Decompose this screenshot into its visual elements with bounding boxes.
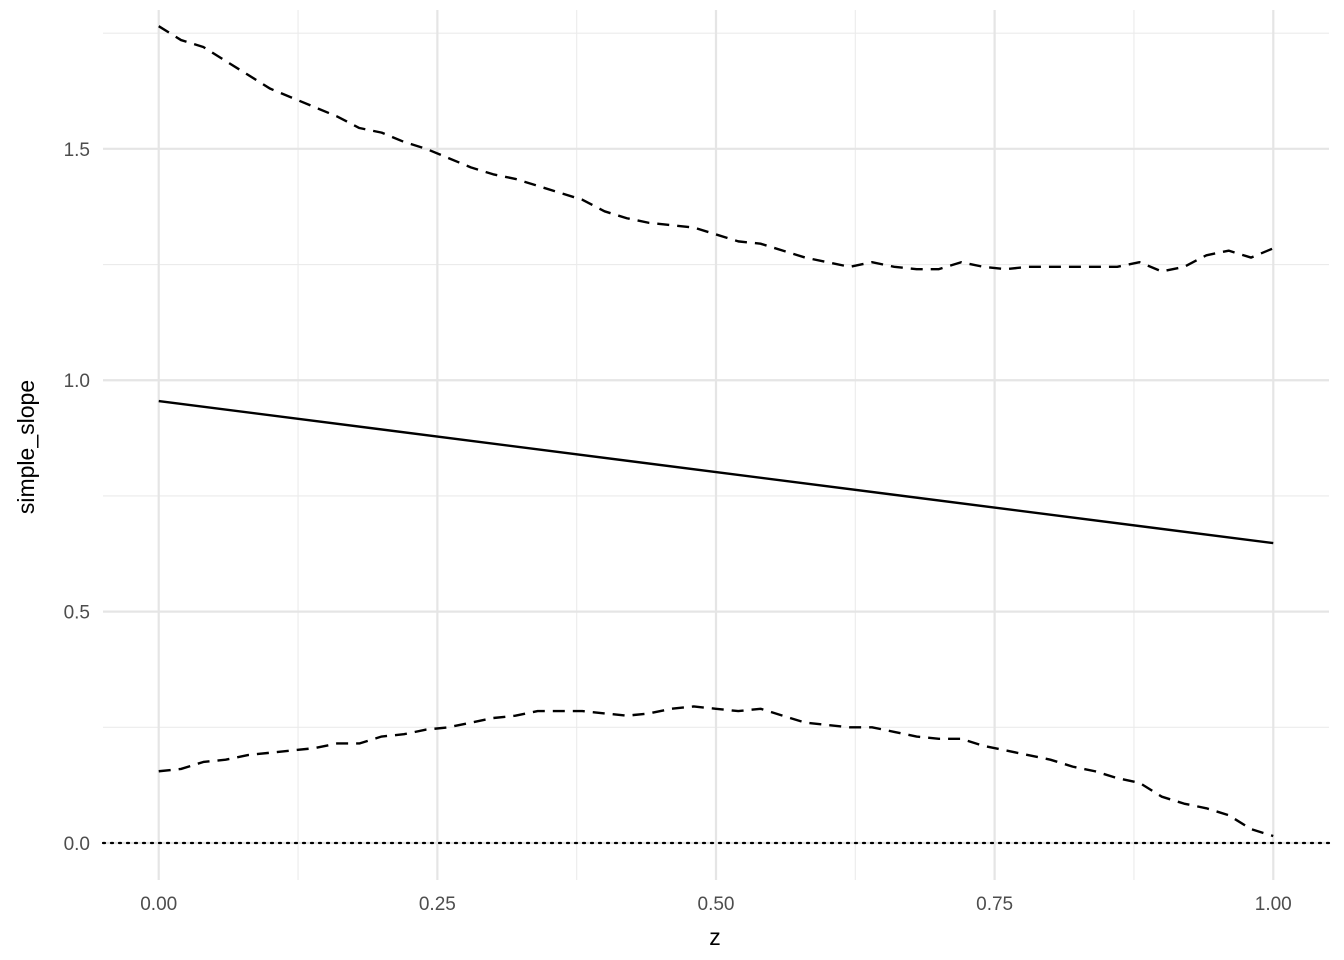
x-tick-label: 0.00: [140, 894, 177, 915]
major-grid: [103, 10, 1329, 880]
x-tick-label: 0.25: [419, 894, 456, 915]
x-axis-label: z: [709, 924, 721, 950]
x-tick-label: 0.50: [698, 894, 735, 915]
x-tick-label: 0.75: [976, 894, 1013, 915]
lower-bound-dashed-line: [158, 705, 1274, 838]
estimate-line: [158, 399, 1274, 545]
upper-bound-dashed-line: [158, 25, 1274, 273]
x-tick-label: 1.00: [1255, 894, 1292, 915]
x-axis-ticks: 0.00 0.25 0.50 0.75 1.00: [140, 894, 1292, 915]
y-tick-label: 1.5: [64, 140, 90, 161]
y-tick-label: 0.0: [64, 834, 90, 855]
y-axis-label: simple_slope: [13, 380, 39, 514]
series-layer: [158, 25, 1274, 838]
y-tick-label: 0.5: [64, 603, 90, 624]
y-tick-label: 1.0: [64, 371, 90, 392]
y-axis-ticks: 0.0 0.5 1.0 1.5: [64, 140, 90, 855]
